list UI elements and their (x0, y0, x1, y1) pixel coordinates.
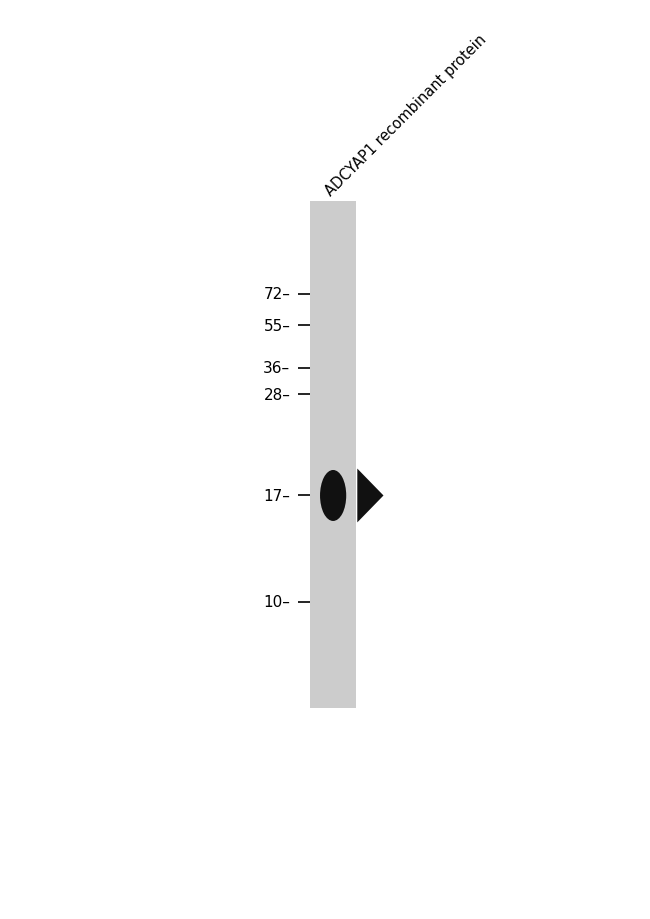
Bar (311, 202, 356, 709)
Text: 36–: 36– (263, 361, 291, 376)
Text: 72–: 72– (263, 287, 291, 301)
Ellipse shape (320, 471, 346, 521)
Text: 28–: 28– (263, 387, 291, 403)
Text: 10–: 10– (263, 595, 291, 609)
Text: 55–: 55– (263, 319, 291, 334)
Polygon shape (358, 469, 384, 523)
Text: 17–: 17– (263, 488, 291, 504)
Text: ADCYAP1 recombinant protein: ADCYAP1 recombinant protein (322, 32, 489, 199)
